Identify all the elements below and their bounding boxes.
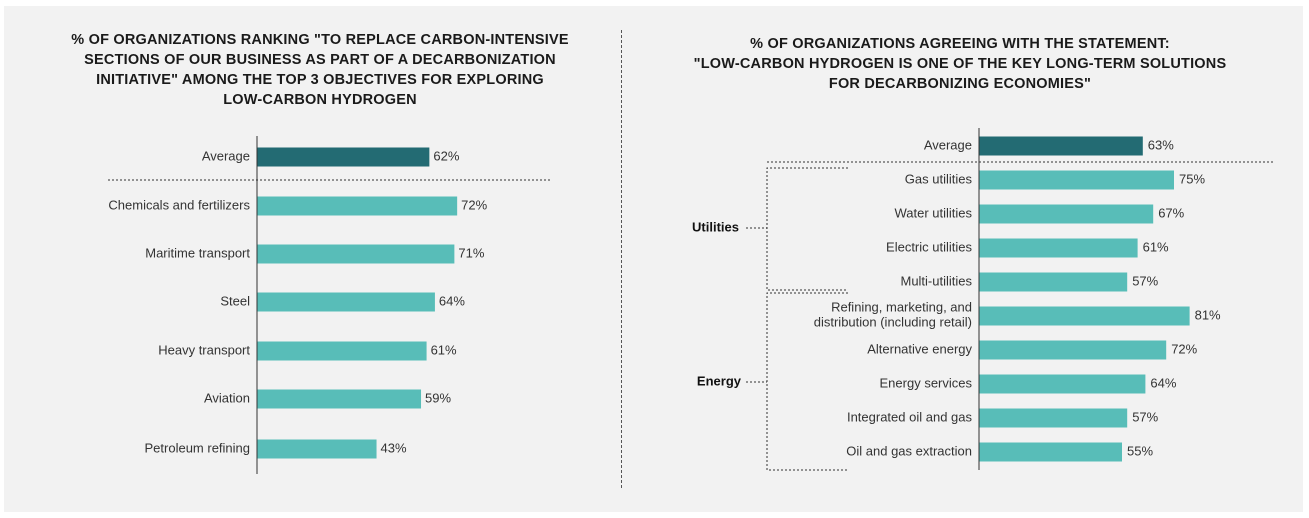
right-category-label-6: Alternative energy [867,341,972,356]
right-value-label-3: 61% [1143,239,1169,254]
left-value-label-4: 61% [431,342,457,357]
right-value-label-5: 81% [1195,307,1221,322]
right-bar-4 [979,272,1128,292]
right-category-label-1: Gas utilities [905,171,973,186]
left-category-label-0: Average [202,148,250,163]
left-category-label-5: Aviation [204,390,250,405]
right-bar-0 [979,136,1143,156]
right-value-label-9: 55% [1127,443,1153,458]
left-chart-title: % OF ORGANIZATIONS RANKING "TO REPLACE C… [71,32,569,108]
group-label-utilities: Utilities [692,219,739,234]
left-value-label-0: 62% [433,148,459,163]
right-value-label-0: 63% [1148,137,1174,152]
right-category-label-8: Integrated oil and gas [847,409,973,424]
right-category-label-7: Energy services [880,375,973,390]
left-category-label-2: Maritime transport [145,245,250,260]
right-category-label-2: Water utilities [894,205,972,220]
group-label-energy: Energy [697,373,742,388]
left-bar-2 [257,244,455,264]
left-value-label-2: 71% [458,245,484,260]
figure-panel [4,6,1303,512]
right-value-label-6: 72% [1171,341,1197,356]
center-divider [621,30,622,488]
right-category-label-5-line-1: distribution (including retail) [814,314,972,329]
right-bar-1 [979,170,1174,190]
right-value-label-4: 57% [1132,273,1158,288]
left-bar-3 [257,292,435,312]
left-value-label-5: 59% [425,390,451,405]
right-value-label-7: 64% [1150,375,1176,390]
left-category-label-3: Steel [220,293,250,308]
right-category-label-0: Average [924,137,972,152]
right-chart-title: % OF ORGANIZATIONS AGREEING WITH THE STA… [693,36,1227,92]
left-bar-6 [257,439,377,459]
right-category-label-4: Multi-utilities [900,273,972,288]
right-category-label-5-line-0: Refining, marketing, and [831,299,972,314]
left-value-label-3: 64% [439,293,465,308]
left-category-label-1: Chemicals and fertilizers [108,197,250,212]
right-bar-5 [979,306,1190,326]
right-bar-2 [979,204,1154,224]
right-bar-7 [979,374,1146,394]
left-bar-4 [257,341,427,361]
right-category-label-3: Electric utilities [886,239,972,254]
left-category-label-6: Petroleum refining [145,440,251,455]
right-value-label-1: 75% [1179,171,1205,186]
right-bar-8 [979,408,1128,428]
right-value-label-8: 57% [1132,409,1158,424]
right-value-label-2: 67% [1158,205,1184,220]
left-bar-0 [257,147,430,167]
right-category-label-9: Oil and gas extraction [846,443,972,458]
right-bar-6 [979,340,1167,360]
right-bar-3 [979,238,1138,258]
left-value-label-6: 43% [381,440,407,455]
left-bar-5 [257,389,422,409]
utilities-bracket [766,167,848,291]
right-bar-9 [979,442,1122,462]
left-category-label-4: Heavy transport [158,342,250,357]
left-value-label-1: 72% [461,197,487,212]
left-bar-1 [257,196,458,216]
